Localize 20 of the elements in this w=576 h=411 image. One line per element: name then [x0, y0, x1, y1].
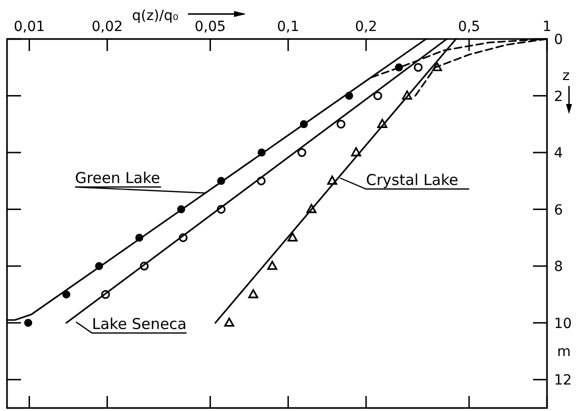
y-tick-label: 8 — [554, 259, 563, 276]
x-tick-label: 0,02 — [92, 19, 123, 35]
text: m — [557, 344, 571, 360]
x-tick-label: 0,05 — [194, 19, 226, 35]
y-tick-label: 4 — [554, 146, 563, 162]
y-tick-label: 6 — [554, 202, 563, 218]
x-tick-label: 0,01 — [14, 19, 45, 35]
x-tick-label: 0,2 — [354, 19, 378, 35]
series-label: Lake Seneca — [92, 315, 187, 333]
x-tick-label: 0,1 — [277, 19, 300, 35]
y-tick-label: 2 — [554, 88, 563, 105]
y-axis-title: z — [562, 68, 570, 84]
y-tick-label: 0 — [554, 32, 563, 48]
series-label: Green Lake — [75, 169, 160, 187]
y-tick-label: 12 — [554, 372, 572, 389]
series-label: Crystal Lake — [366, 171, 458, 189]
y-tick-label: 10 — [554, 316, 572, 332]
x-tick-label: 0,5 — [458, 19, 480, 35]
x-axis-title: q(z)/q₀ — [132, 8, 179, 24]
x-tick-label: 1 — [542, 19, 552, 35]
